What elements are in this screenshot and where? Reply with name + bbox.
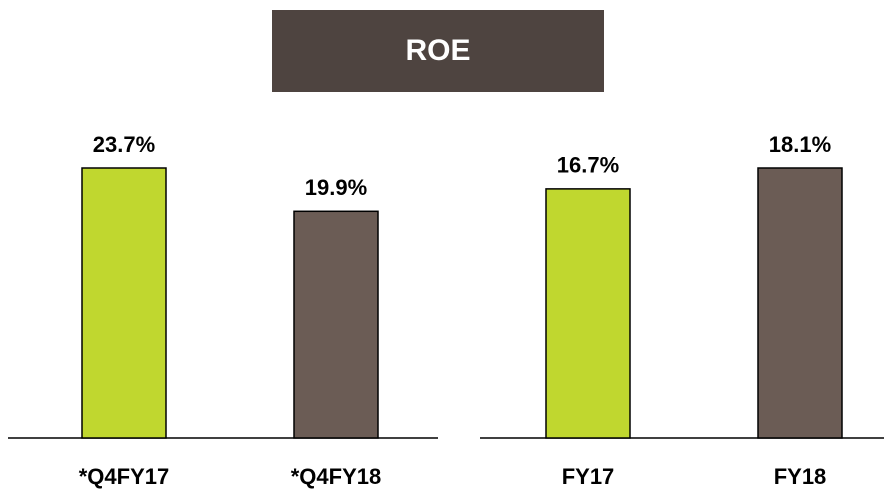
x-tick-label: *Q4FY17 bbox=[79, 464, 170, 489]
bar bbox=[81, 167, 167, 439]
x-tick-label: *Q4FY18 bbox=[291, 464, 382, 489]
title-box bbox=[272, 10, 604, 92]
chart-title: ROE bbox=[405, 34, 470, 67]
x-tick-label: FY18 bbox=[774, 464, 827, 489]
bar bbox=[545, 188, 631, 439]
bar bbox=[757, 167, 843, 439]
value-label: 16.7% bbox=[557, 153, 619, 178]
value-label: 23.7% bbox=[93, 132, 155, 157]
value-label: 18.1% bbox=[769, 132, 831, 157]
value-label: 19.9% bbox=[305, 175, 367, 200]
bar bbox=[293, 210, 379, 439]
x-tick-label: FY17 bbox=[562, 464, 615, 489]
